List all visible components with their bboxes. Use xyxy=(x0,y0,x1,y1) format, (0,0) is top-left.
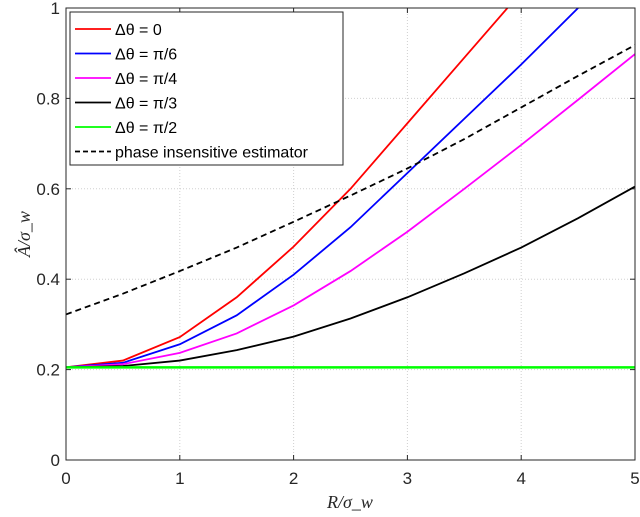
series-line-5 xyxy=(66,44,635,316)
plot-frame xyxy=(65,7,636,461)
y-tick-label: 0.4 xyxy=(36,270,60,289)
legend-label-3: Δθ = π/3 xyxy=(115,96,177,113)
legend-label-2: Δθ = π/4 xyxy=(115,71,177,88)
series-line-1 xyxy=(66,8,580,369)
y-tick-label: 0 xyxy=(51,451,60,470)
legend-box xyxy=(69,11,344,166)
legend-label-4: Δθ = π/2 xyxy=(115,120,177,137)
y-tick-label: 0.6 xyxy=(36,180,60,199)
x-tick-label: 5 xyxy=(630,469,639,488)
series-line-3 xyxy=(66,185,635,369)
legend-label-1: Δθ = π/6 xyxy=(115,47,177,64)
legend: Δθ = 0 Δθ = π/6 Δθ = π/4 Δθ = π/3 Δθ = π/2 ph… xyxy=(69,11,344,166)
series-group xyxy=(66,8,635,369)
y-tick-label: 0.2 xyxy=(36,361,60,380)
y-tick-label: 0.8 xyxy=(36,89,60,108)
x-tick-label: 4 xyxy=(516,469,525,488)
y-tick-label: 1 xyxy=(51,0,60,18)
series-line-0 xyxy=(66,8,509,369)
tick-labels: 0 1 2 3 4 5 0 0.2 0.4 0.6 0.8 1 xyxy=(36,0,639,488)
legend-label-0: Δθ = 0 xyxy=(115,22,162,39)
series-line-2 xyxy=(66,53,635,369)
x-tick-label: 3 xyxy=(403,469,412,488)
x-tick-label: 1 xyxy=(175,469,184,488)
legend-label-5: phase insensitive estimator xyxy=(115,145,309,162)
x-axis-label: R/σ_w xyxy=(326,492,373,512)
y-axis-label: Â/σ_w xyxy=(13,211,34,258)
x-tick-label: 0 xyxy=(61,469,70,488)
x-tick-label: 2 xyxy=(289,469,298,488)
